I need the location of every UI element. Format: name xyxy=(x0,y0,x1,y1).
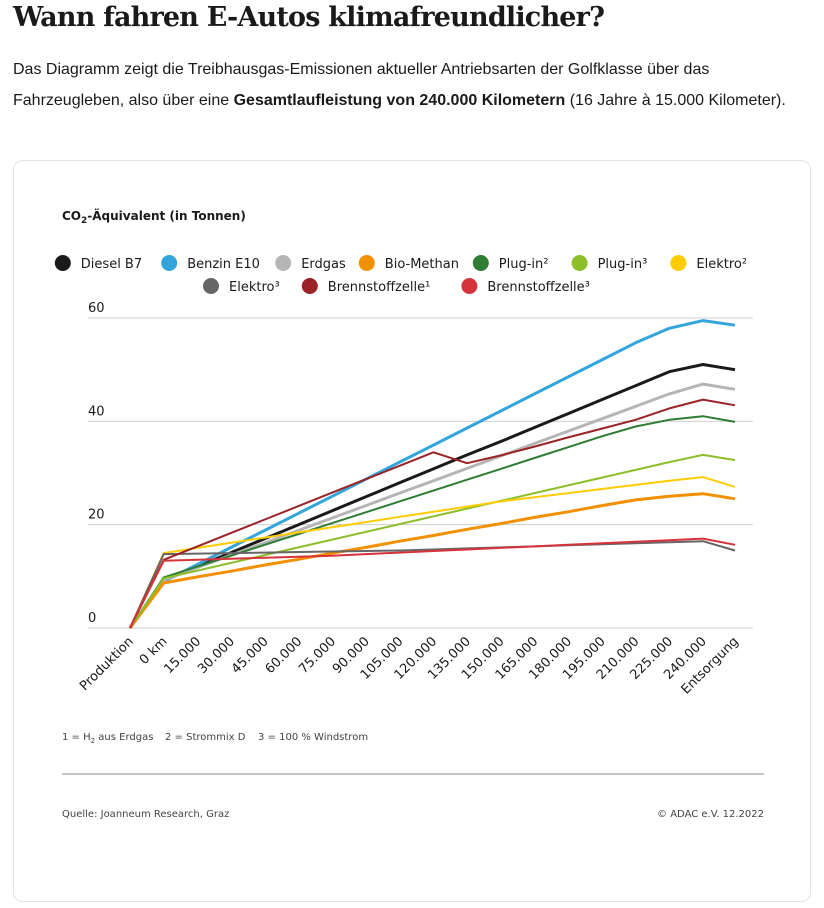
y-axis-label-suffix: -Äquivalent (in Tonnen) xyxy=(87,208,246,223)
x-tick-label: Produktion xyxy=(77,634,137,694)
legend-item[interactable]: Brennstoffzelle³ xyxy=(461,278,590,295)
legend-item[interactable]: Plug-in² xyxy=(472,255,549,272)
legend-marker xyxy=(358,255,375,271)
legend: Diesel B7 Benzin E10 Erdgas Bio-Methan Plug-… xyxy=(54,255,747,295)
footnote: 1 = H2 aus Erdgas xyxy=(62,732,153,745)
intro-part2: (16 Jahre à 15.000 Kilometer). xyxy=(565,92,786,109)
series-line-8 xyxy=(129,398,736,629)
y-tick-label: 40 xyxy=(88,404,105,419)
legend-item[interactable]: Bio-Methan xyxy=(358,255,459,272)
y-axis-label: CO2-Äquivalent (in Tonnen) xyxy=(62,208,246,226)
legend-item[interactable]: Elektro² xyxy=(670,255,747,272)
legend-marker xyxy=(472,255,489,271)
series-line-7 xyxy=(129,540,736,629)
legend-label: Brennstoffzelle³ xyxy=(487,280,590,295)
copyright-text: © ADAC e.V. 12.2022 xyxy=(657,809,764,820)
legend-marker xyxy=(203,278,219,294)
legend-label: Elektro² xyxy=(696,257,747,272)
grid xyxy=(88,317,753,629)
y-tick-label: 0 xyxy=(88,611,96,626)
legend-label: Diesel B7 xyxy=(81,257,142,272)
intro-part1: Das Diagramm zeigt die Treibhausgas-Emis… xyxy=(13,61,710,109)
series-lines xyxy=(128,319,736,629)
legend-item[interactable]: Benzin E10 xyxy=(161,255,260,272)
series-line-6 xyxy=(129,476,736,629)
chart-card xyxy=(13,160,811,902)
footnote: 3 = 100 % Windstrom xyxy=(258,732,368,743)
series-line-3 xyxy=(128,492,736,629)
legend-marker xyxy=(461,278,478,294)
y-tick-label: 20 xyxy=(88,508,105,523)
series-line-5 xyxy=(129,453,736,629)
series-line-2 xyxy=(128,382,736,629)
legend-item[interactable]: Plug-in³ xyxy=(571,255,648,272)
legend-item[interactable]: Diesel B7 xyxy=(54,255,142,272)
x-ticks: Produktion 0 km15.00030.00045.00060.00075… xyxy=(77,634,742,697)
footnote-prefix: 2 = Strommix D xyxy=(165,732,246,743)
footnote-suffix: aus Erdgas xyxy=(95,732,153,743)
footnotes: 1 = H2 aus Erdgas 2 = Strommix D 3 = 100 %… xyxy=(62,732,368,745)
legend-label: Erdgas xyxy=(301,257,346,272)
y-axis-label-prefix: CO xyxy=(62,209,81,223)
intro-text: Das Diagramm zeigt die Treibhausgas-Emis… xyxy=(13,54,803,116)
footnote-prefix: 1 = H xyxy=(62,732,91,743)
y-ticks: 0 20 40 60 xyxy=(88,301,105,626)
legend-item[interactable]: Erdgas xyxy=(275,255,346,272)
intro-bold: Gesamtlaufleistung von 240.000 Kilometer… xyxy=(233,92,566,109)
footnote: 2 = Strommix D xyxy=(165,732,246,743)
legend-marker xyxy=(54,255,71,271)
legend-item[interactable]: Brennstoffzelle¹ xyxy=(301,278,431,295)
y-tick-label: 60 xyxy=(88,301,105,316)
legend-label: Brennstoffzelle¹ xyxy=(328,280,431,295)
footnote-sub: 2 xyxy=(91,737,95,745)
legend-label: Bio-Methan xyxy=(385,257,459,272)
legend-label: Elektro³ xyxy=(229,280,280,295)
x-tick-label: 30.000 xyxy=(195,634,238,677)
page-title: Wann fahren E-Autos klimafreundlicher? xyxy=(13,2,605,33)
source-text: Quelle: Joanneum Research, Graz xyxy=(62,809,229,820)
series-line-9 xyxy=(129,537,736,629)
legend-marker xyxy=(301,278,318,294)
x-tick-label: 60.000 xyxy=(263,634,306,677)
legend-label: Plug-in² xyxy=(499,257,549,272)
legend-label: Benzin E10 xyxy=(187,257,260,272)
x-tick-label: 75.000 xyxy=(296,634,339,677)
legend-marker xyxy=(161,255,178,271)
series-line-1 xyxy=(128,319,736,629)
footnote-prefix: 3 = 100 % Windstrom xyxy=(258,732,368,743)
x-tick-label: 45.000 xyxy=(229,634,272,677)
legend-item[interactable]: Elektro³ xyxy=(203,278,280,295)
legend-marker xyxy=(275,255,292,271)
x-tick-label: 15.000 xyxy=(161,634,204,677)
legend-marker xyxy=(670,255,687,271)
legend-marker xyxy=(571,255,588,271)
series-line-4 xyxy=(129,415,736,629)
y-axis-label-sub: 2 xyxy=(81,216,87,226)
legend-label: Plug-in³ xyxy=(598,257,648,272)
